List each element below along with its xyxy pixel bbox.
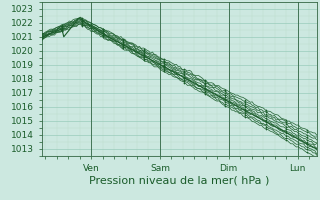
X-axis label: Pression niveau de la mer( hPa ): Pression niveau de la mer( hPa )	[89, 175, 269, 185]
